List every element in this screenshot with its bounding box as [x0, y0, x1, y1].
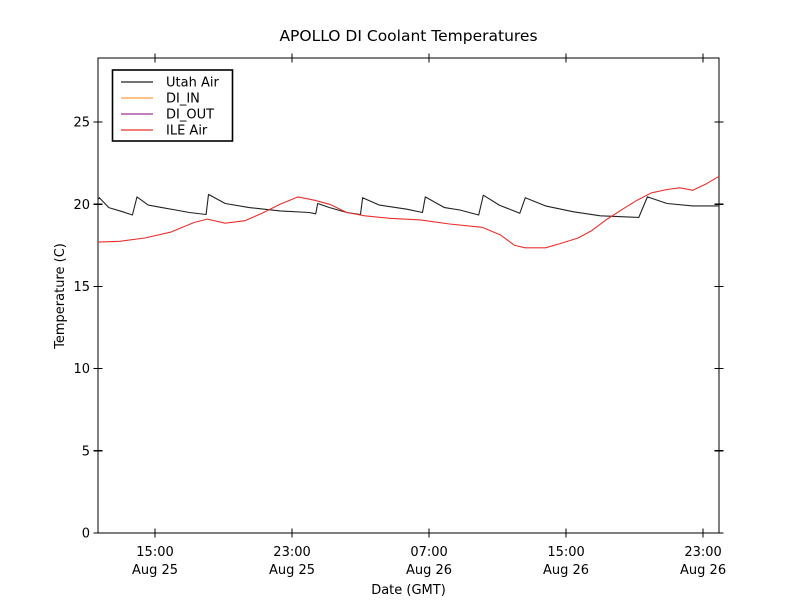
x-tick-label-date: Aug 26 — [680, 563, 726, 578]
plot-area: 15:00 Aug 25 23:00 Aug 25 07:00 Aug 26 15:00 Au… — [73, 53, 726, 578]
series-line-utah-air — [97, 193, 719, 218]
x-tick-label-time: 07:00 — [410, 545, 447, 560]
y-tick-label: 5 — [82, 444, 90, 459]
y-tick-label: 25 — [73, 116, 90, 131]
chart-title: APOLLO DI Coolant Temperatures — [279, 27, 537, 45]
x-tick-label-time: 15:00 — [547, 545, 584, 560]
x-tick-label-date: Aug 25 — [132, 563, 178, 578]
legend-label-di-out: DI_OUT — [166, 108, 214, 123]
y-tick-label: 20 — [73, 198, 90, 213]
legend-label-di-in: DI_IN — [166, 92, 200, 107]
y-tick-label: 15 — [73, 280, 90, 295]
y-tick-label: 10 — [73, 362, 90, 377]
x-tick-label-time: 23:00 — [684, 545, 721, 560]
x-tick-label-date: Aug 26 — [543, 563, 589, 578]
series-line-ile-air — [97, 175, 720, 249]
y-axis-label: Temperature (C) — [53, 243, 68, 350]
x-axis-label: Date (GMT) — [371, 583, 446, 598]
legend: Utah Air DI_IN DI_OUT ILE Air — [111, 69, 234, 142]
x-tick-label-date: Aug 26 — [406, 563, 452, 578]
legend-label-ile-air: ILE Air — [166, 124, 208, 139]
y-tick-label: 0 — [82, 527, 90, 542]
legend-label-utah-air: Utah Air — [166, 76, 219, 91]
plot-border — [97, 57, 720, 534]
x-tick-label-time: 15:00 — [136, 545, 173, 560]
x-tick-label-time: 23:00 — [273, 545, 310, 560]
x-tick-label-date: Aug 25 — [269, 563, 315, 578]
